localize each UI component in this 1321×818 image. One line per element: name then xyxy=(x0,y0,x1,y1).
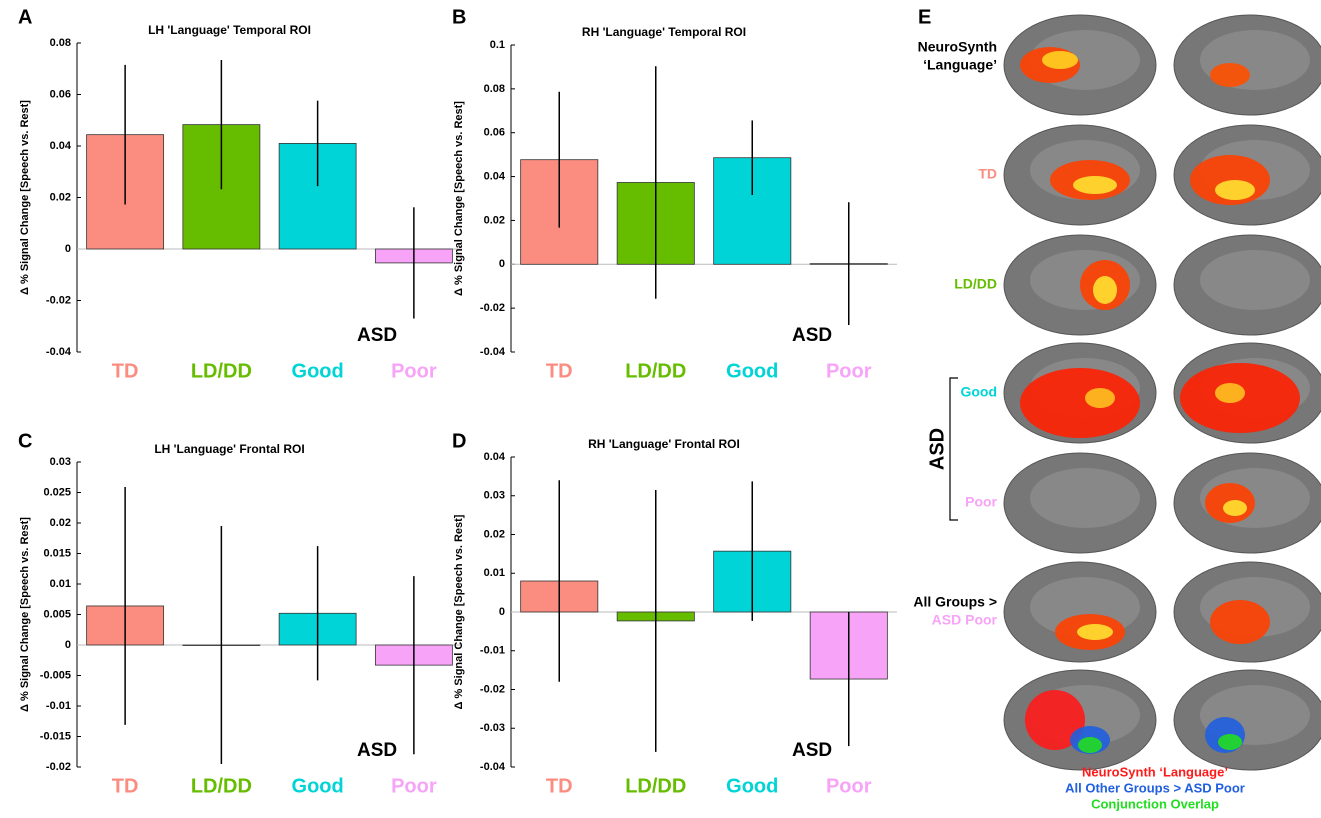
activation xyxy=(1077,624,1113,640)
x-tick-label: Good xyxy=(726,360,778,382)
figure: A LH 'Language' Temporal ROI Δ % Signal Ch… xyxy=(0,0,1321,813)
chart-title: RH 'Language' Frontal ROI xyxy=(588,437,740,451)
y-tick-label: 0.06 xyxy=(50,88,71,100)
brain-texture xyxy=(1200,250,1310,310)
x-tick-label: Poor xyxy=(391,775,437,797)
y-axis-label: Δ % Signal Change [Speech vs. Rest] xyxy=(19,517,31,712)
y-tick-label: 0.005 xyxy=(43,608,71,620)
legend-entry: NeuroSynth ‘Language’ xyxy=(1082,764,1228,779)
y-tick-label: 0.04 xyxy=(50,140,72,152)
y-tick-label: -0.02 xyxy=(46,294,71,306)
side-label: ASD xyxy=(926,428,948,470)
activation xyxy=(1215,383,1245,403)
x-tick-label: LD/DD xyxy=(191,360,252,382)
row-label: ASD Poor xyxy=(932,612,998,628)
x-tick-label: Poor xyxy=(826,360,872,382)
activation xyxy=(1078,737,1102,753)
legend-entry: Conjunction Overlap xyxy=(1091,796,1219,811)
bracket xyxy=(950,378,958,520)
panel-letter: D xyxy=(452,430,466,452)
y-tick-label: 0.015 xyxy=(43,547,71,559)
x-tick-label: Good xyxy=(726,775,778,797)
y-tick-label: 0.03 xyxy=(50,456,71,468)
y-tick-label: 0.02 xyxy=(50,517,71,529)
y-tick-label: -0.04 xyxy=(480,761,506,773)
y-tick-label: 0.02 xyxy=(484,528,505,540)
activation xyxy=(1093,276,1117,304)
page: A LH 'Language' Temporal ROI Δ % Signal Ch… xyxy=(0,0,1321,818)
y-tick-label: 0.02 xyxy=(50,191,71,203)
y-tick-label: -0.005 xyxy=(40,669,71,681)
activation xyxy=(1042,51,1078,69)
y-axis-label: Δ % Signal Change [Speech vs. Rest] xyxy=(19,100,31,295)
y-tick-label: 0 xyxy=(499,258,505,270)
y-tick-label: 0 xyxy=(65,639,71,651)
y-tick-label: -0.04 xyxy=(46,346,72,358)
x-tick-label: Good xyxy=(292,360,344,382)
chart-title: LH 'Language' Temporal ROI xyxy=(148,23,311,37)
y-tick-label: 0 xyxy=(499,606,505,618)
y-tick-label: -0.03 xyxy=(480,722,505,734)
y-tick-label: 0.01 xyxy=(50,578,71,590)
y-tick-label: 0.04 xyxy=(484,170,506,182)
x-tick-label: TD xyxy=(112,775,139,797)
y-tick-label: 0.06 xyxy=(484,127,505,139)
annotation: ASD xyxy=(357,325,397,346)
activation xyxy=(1073,176,1117,194)
y-tick-label: 0.1 xyxy=(490,39,505,51)
row-label: Poor xyxy=(965,494,997,510)
panel-letter: A xyxy=(18,6,32,28)
y-tick-label: 0.08 xyxy=(50,37,71,49)
activation xyxy=(1210,63,1250,87)
y-tick-label: 0 xyxy=(65,243,71,255)
y-tick-label: -0.015 xyxy=(40,730,71,742)
y-tick-label: 0.02 xyxy=(484,214,505,226)
annotation: ASD xyxy=(357,740,397,761)
activation xyxy=(1223,500,1247,516)
y-tick-label: 0.04 xyxy=(484,451,506,463)
x-tick-label: Poor xyxy=(826,775,872,797)
activation xyxy=(1210,600,1270,644)
y-tick-label: 0.08 xyxy=(484,83,505,95)
annotation: ASD xyxy=(792,325,832,346)
row-label: ‘Language’ xyxy=(923,57,997,73)
x-tick-label: LD/DD xyxy=(625,360,686,382)
y-axis-label: Δ % Signal Change [Speech vs. Rest] xyxy=(453,514,465,709)
row-label: TD xyxy=(978,166,997,182)
x-tick-label: Poor xyxy=(391,360,437,382)
x-tick-label: LD/DD xyxy=(191,775,252,797)
x-tick-label: TD xyxy=(546,775,573,797)
x-tick-label: Good xyxy=(292,775,344,797)
row-label: NeuroSynth xyxy=(918,39,997,55)
y-tick-label: -0.01 xyxy=(46,700,71,712)
activation xyxy=(1218,734,1242,750)
x-tick-label: TD xyxy=(546,360,573,382)
row-label: LD/DD xyxy=(954,276,997,292)
panel-letter: E xyxy=(918,6,931,28)
y-tick-label: -0.02 xyxy=(480,683,505,695)
brain-texture xyxy=(1030,468,1140,528)
panel-letter: C xyxy=(18,430,32,452)
y-tick-label: -0.02 xyxy=(46,761,71,773)
activation xyxy=(1020,368,1140,438)
y-axis-label: Δ % Signal Change [Speech vs. Rest] xyxy=(453,101,465,296)
y-tick-label: 0.01 xyxy=(484,567,505,579)
y-tick-label: -0.01 xyxy=(480,645,505,657)
x-tick-label: LD/DD xyxy=(625,775,686,797)
x-tick-label: TD xyxy=(112,360,139,382)
row-label: All Groups > xyxy=(913,594,997,610)
chart-title: LH 'Language' Frontal ROI xyxy=(154,442,304,456)
legend-entry: All Other Groups > ASD Poor xyxy=(1065,780,1245,795)
row-label: Good xyxy=(960,384,997,400)
chart-title: RH 'Language' Temporal ROI xyxy=(582,25,746,39)
activation xyxy=(1085,388,1115,408)
y-tick-label: 0.025 xyxy=(43,486,71,498)
y-tick-label: 0.03 xyxy=(484,490,505,502)
activation xyxy=(1215,180,1255,200)
annotation: ASD xyxy=(792,740,832,761)
y-tick-label: -0.04 xyxy=(480,346,506,358)
panel-letter: B xyxy=(452,6,466,28)
y-tick-label: -0.02 xyxy=(480,302,505,314)
